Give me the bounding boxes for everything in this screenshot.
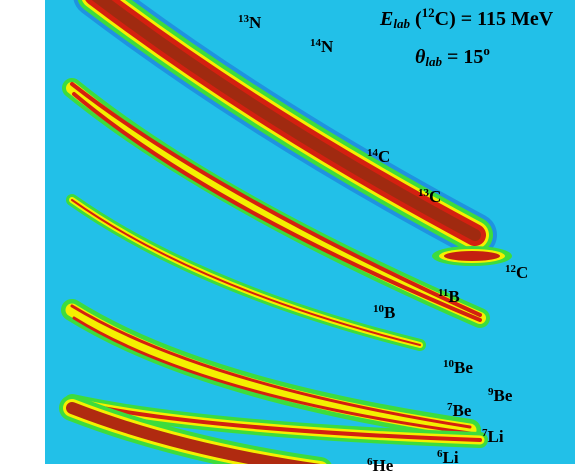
angle-label: θlab = 15o <box>415 43 490 69</box>
element-symbol: C <box>516 263 529 282</box>
page: {"energy": {"symbol": "E", "subscript": … <box>45 0 575 474</box>
mass-number: 7 <box>482 427 488 439</box>
isotope-label: 6Li <box>437 448 459 467</box>
element-symbol: Li <box>487 427 504 446</box>
element-symbol: B <box>384 303 396 322</box>
element-symbol: C <box>429 187 442 206</box>
beam-spot <box>444 251 500 261</box>
bands <box>59 0 497 464</box>
element-symbol: C <box>378 147 391 166</box>
element-symbol: Be <box>493 386 513 405</box>
isotope-label: 9Be <box>488 386 513 405</box>
isotope-label: 7Be <box>447 401 472 420</box>
mass-number: 14 <box>310 37 321 49</box>
mass-number: 13 <box>418 187 429 199</box>
element-symbol: N <box>249 13 262 32</box>
element-symbol: Be <box>454 358 473 377</box>
isotope-label: 6He <box>367 456 394 475</box>
element-symbol: B <box>448 287 460 306</box>
mass-number: 7 <box>447 401 453 413</box>
isotope-label: 10B <box>373 303 396 322</box>
spectrum <box>45 0 575 464</box>
mass-number: 14 <box>367 147 378 159</box>
element-symbol: He <box>372 456 394 475</box>
element-symbol: Li <box>442 448 459 467</box>
mass-number: 10 <box>373 303 384 315</box>
isotope-label: 14N <box>310 37 334 56</box>
isotope-label: 13C <box>418 187 442 206</box>
mass-number: 13 <box>238 13 249 25</box>
mass-number: 10 <box>443 358 454 370</box>
element-symbol: Be <box>452 401 472 420</box>
energy-label: Elab (12C) = 115 MeV <box>380 5 554 31</box>
isotope-label: 12C <box>505 263 529 282</box>
mass-number: 11 <box>438 287 449 299</box>
mass-number: 6 <box>437 448 443 460</box>
mass-number: 9 <box>488 386 494 398</box>
isotope-label: 10Be <box>443 358 473 377</box>
isotope-label: 11B <box>438 287 460 306</box>
isotope-label: 7Li <box>482 427 504 446</box>
mass-number: 12 <box>505 263 516 275</box>
element-symbol: N <box>321 37 334 56</box>
mass-number: 6 <box>367 456 373 468</box>
isotope-label: 13N <box>238 13 262 32</box>
isotope-label: 14C <box>367 147 391 166</box>
